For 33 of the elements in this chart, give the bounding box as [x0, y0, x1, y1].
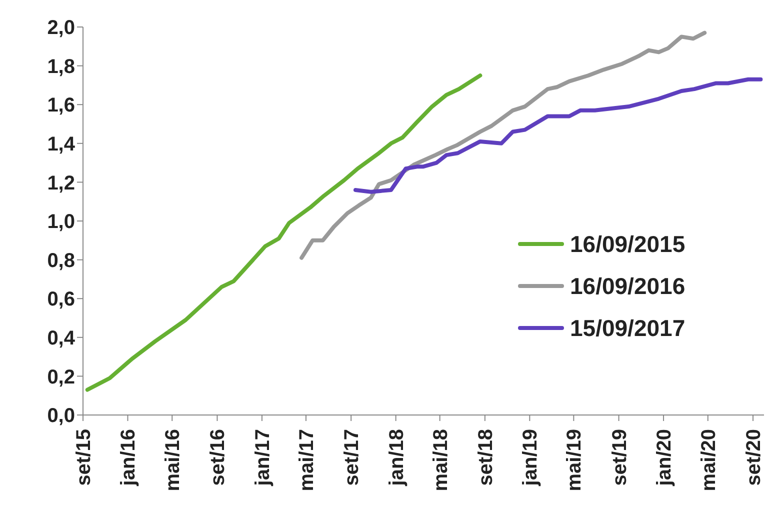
y-tick-label: 2,0	[47, 17, 75, 40]
y-tick-label: 1,8	[47, 56, 75, 78]
line-series	[353, 77, 763, 194]
x-tick-label: mai/19	[564, 429, 586, 492]
y-tick-label: 0,4	[47, 328, 76, 350]
x-tick-label: mai/17	[296, 429, 318, 492]
x-tick-label: jan/19	[520, 429, 542, 487]
x-tick-label: set/15	[73, 429, 95, 486]
x-tick-label: set/19	[608, 429, 631, 486]
y-tick-label: 1,0	[47, 211, 75, 234]
x-tick-label: jan/17	[252, 429, 274, 487]
x-tick-label: set/20	[743, 429, 765, 486]
x-tick-label: set/16	[207, 429, 230, 486]
line-series	[85, 74, 482, 392]
x-tick-label: jan/18	[386, 429, 408, 487]
x-tick-label: mai/18	[430, 429, 452, 492]
y-tick-label: 0,0	[47, 405, 75, 428]
y-tick-label: 1,6	[47, 94, 75, 117]
x-tick-label: jan/16	[118, 429, 140, 487]
legend-label: 16/09/2016	[570, 272, 686, 300]
y-tick-label: 1,4	[47, 134, 76, 156]
legend-label: 16/09/2015	[570, 230, 686, 258]
legend-label: 15/09/2017	[570, 314, 686, 342]
y-tick-label: 1,2	[47, 172, 75, 194]
line-series	[300, 30, 707, 260]
y-tick-label: 0,6	[47, 288, 75, 311]
x-tick-label: set/18	[474, 429, 497, 486]
x-tick-label: mai/20	[698, 429, 720, 492]
y-tick-label: 0,2	[47, 366, 75, 388]
y-tick-label: 0,8	[47, 250, 75, 272]
x-tick-label: set/17	[341, 429, 364, 486]
x-tick-label: mai/16	[162, 429, 184, 492]
x-tick-label: jan/20	[654, 429, 676, 487]
